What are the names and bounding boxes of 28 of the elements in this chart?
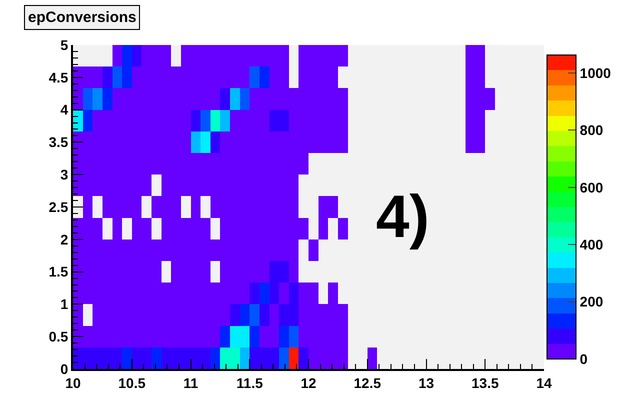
y-tick-label: 2.5 (48, 198, 68, 215)
y-tick-label: 4.5 (48, 69, 68, 86)
y-tick-label: 0.5 (48, 328, 68, 344)
y-tick-label: 3.5 (48, 134, 68, 150)
x-tick-label: 10 (65, 374, 81, 391)
x-tick-label: 13 (418, 374, 434, 391)
color-bar-label: 1000 (580, 64, 612, 81)
x-tick-label: 12 (300, 374, 316, 391)
y-tick-label: 0 (60, 360, 68, 377)
color-bar-label: 200 (580, 294, 604, 310)
y-tick-label: 5 (60, 36, 68, 53)
x-tick-label: 13.5 (472, 374, 499, 391)
color-bar-label: 800 (580, 122, 604, 138)
y-tick-label: 2 (60, 231, 68, 248)
annotation: 4) (376, 183, 430, 250)
y-tick-label: 1 (60, 296, 68, 312)
y-tick-label: 1.5 (48, 264, 68, 280)
x-tick-label: 12.5 (354, 374, 382, 391)
x-tick-label: 11 (183, 374, 198, 391)
color-bar-label: 0 (580, 350, 588, 367)
x-tick-label: 14 (536, 374, 552, 391)
y-tick-label: 4 (60, 102, 68, 118)
color-bar-label: 600 (580, 179, 604, 196)
color-bar-label: 400 (580, 236, 604, 253)
chart-title: epConversions (28, 9, 136, 26)
x-tick-label: 11.5 (236, 374, 264, 391)
y-tick-label: 3 (60, 166, 68, 182)
x-tick-label: 10.5 (118, 374, 146, 391)
